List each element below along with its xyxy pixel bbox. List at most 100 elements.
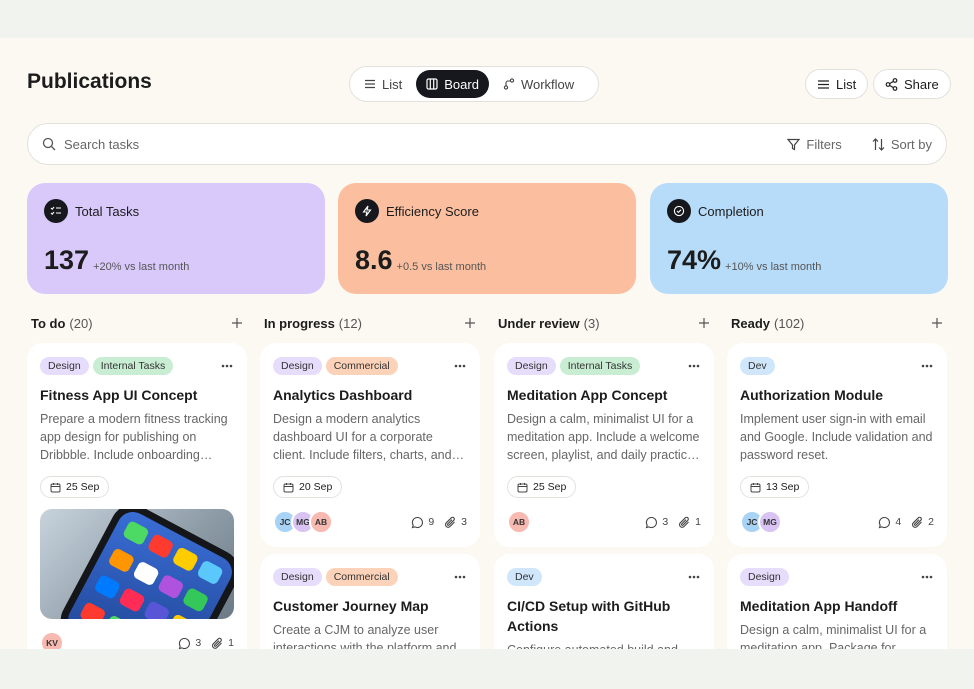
column-title: To do: [31, 315, 66, 331]
app-icon: [196, 559, 225, 586]
task-card[interactable]: Design Meditation App Handoff Design a cal…: [727, 554, 947, 649]
menu-button[interactable]: [688, 566, 700, 582]
menu-button[interactable]: [221, 355, 233, 371]
icon: [787, 138, 801, 150]
tags: Design Commercial: [273, 357, 467, 375]
icon-shape: [645, 516, 658, 528]
column-count: (12): [338, 315, 362, 331]
icon[interactable]: [231, 317, 243, 329]
view-tab[interactable]: Workflow: [493, 70, 584, 98]
task-card[interactable]: Dev CI/CD Setup with GitHub Actions Config…: [494, 554, 714, 649]
icon-shape: [688, 364, 700, 368]
icon: [42, 137, 56, 151]
stat-value: 74%: [667, 245, 722, 275]
card-description: Implement user sign-in with email and Go…: [740, 412, 933, 462]
app-icon: [93, 573, 122, 600]
card-title: Analytics Dashboard: [273, 387, 413, 403]
date-text: 13 Sep: [766, 481, 800, 493]
icon-shape: [465, 318, 475, 328]
menu-button[interactable]: [454, 566, 466, 582]
icon: [878, 516, 891, 529]
app-icon: [146, 533, 175, 560]
tag: Design: [507, 357, 556, 375]
card-title: Customer Journey Map: [273, 598, 429, 614]
icon-shape: [517, 482, 528, 492]
avatar: MG: [758, 510, 782, 534]
card-image: [40, 509, 234, 619]
app-icon: [79, 600, 107, 619]
card-footer: JC MG AB 9 3: [273, 510, 467, 534]
icon-shape: [921, 575, 933, 579]
task-card[interactable]: Design Internal Tasks Fitness App UI Conce…: [27, 343, 247, 649]
avatar: AB: [507, 510, 531, 534]
tag: Commercial: [325, 568, 398, 586]
card-title: Meditation App Handoff: [740, 598, 898, 614]
stat-delta: +0.5 vs last month: [396, 261, 487, 273]
tag: Design: [273, 568, 322, 586]
filters[interactable]: Filters: [787, 137, 842, 152]
task-card[interactable]: Design Internal Tasks Meditation App Conce…: [494, 343, 714, 547]
list-button[interactable]: List: [805, 69, 869, 99]
task-card[interactable]: Dev Authorization Module Implement user si…: [727, 343, 947, 547]
icon-shape: [679, 516, 690, 528]
icon-shape: [50, 482, 61, 492]
task-card[interactable]: Design Commercial Analytics Dashboard Desig…: [260, 343, 480, 547]
app-icon: [171, 546, 200, 573]
view-tab[interactable]: Board: [416, 70, 489, 98]
tags: Design Internal Tasks: [40, 357, 234, 375]
label: Share: [904, 76, 939, 92]
column-title: In progress: [264, 315, 335, 331]
menu-button[interactable]: [454, 355, 466, 371]
date-text: 25 Sep: [533, 481, 567, 493]
column-header: In progress (12): [260, 308, 480, 338]
stat-icon: [355, 199, 379, 223]
sort[interactable]: Sort by: [872, 137, 932, 152]
tags: Design Commercial: [273, 568, 467, 586]
icon-shape: [426, 78, 438, 90]
icon-shape: [50, 206, 61, 216]
icon-shape: [454, 575, 466, 579]
icon[interactable]: [698, 317, 710, 329]
icon-shape: [178, 637, 191, 649]
search-bar[interactable]: Search tasks Filters Sort by: [27, 123, 947, 165]
tag: Internal Tasks: [559, 357, 641, 375]
column: In progress (12) Design Commercial Analytics…: [260, 308, 480, 649]
view-label: Workflow: [520, 76, 575, 92]
icon-shape: [411, 516, 424, 528]
tags: Dev: [507, 568, 701, 586]
stat-label: Completion: [698, 203, 764, 219]
icon-shape: [932, 318, 942, 328]
menu-button[interactable]: [921, 355, 933, 371]
view-tab[interactable]: List: [354, 70, 412, 98]
card-description: Design a calm, minimalist UI for a medit…: [740, 623, 927, 649]
tag: Design: [40, 357, 89, 375]
stat-card: Completion 74% +10% vs last month: [650, 183, 948, 294]
menu-button[interactable]: [921, 566, 933, 582]
icon: [885, 77, 898, 91]
app-icon: [107, 546, 136, 574]
date-text: 25 Sep: [66, 481, 100, 493]
icon-shape: [921, 364, 933, 368]
share-button[interactable]: Share: [873, 69, 951, 99]
icon[interactable]: [464, 317, 476, 329]
tag: Internal Tasks: [92, 357, 174, 375]
task-card[interactable]: Design Commercial Customer Journey Map Crea…: [260, 554, 480, 649]
icon: [411, 516, 424, 529]
icon[interactable]: [931, 317, 943, 329]
icon: [517, 482, 528, 493]
card-title: Authorization Module: [740, 387, 884, 403]
app-icon: [181, 586, 210, 613]
due-date: 13 Sep: [740, 476, 810, 498]
menu-button[interactable]: [688, 355, 700, 371]
attachment-count: 1: [695, 516, 701, 528]
icon: [364, 78, 376, 90]
tags: Design: [740, 568, 934, 586]
icon: [872, 137, 885, 151]
column-count: (3): [583, 315, 600, 331]
tags: Design Internal Tasks: [507, 357, 701, 375]
due-date: 25 Sep: [40, 476, 110, 498]
card-description: Design a modern analytics dashboard UI f…: [273, 412, 462, 462]
